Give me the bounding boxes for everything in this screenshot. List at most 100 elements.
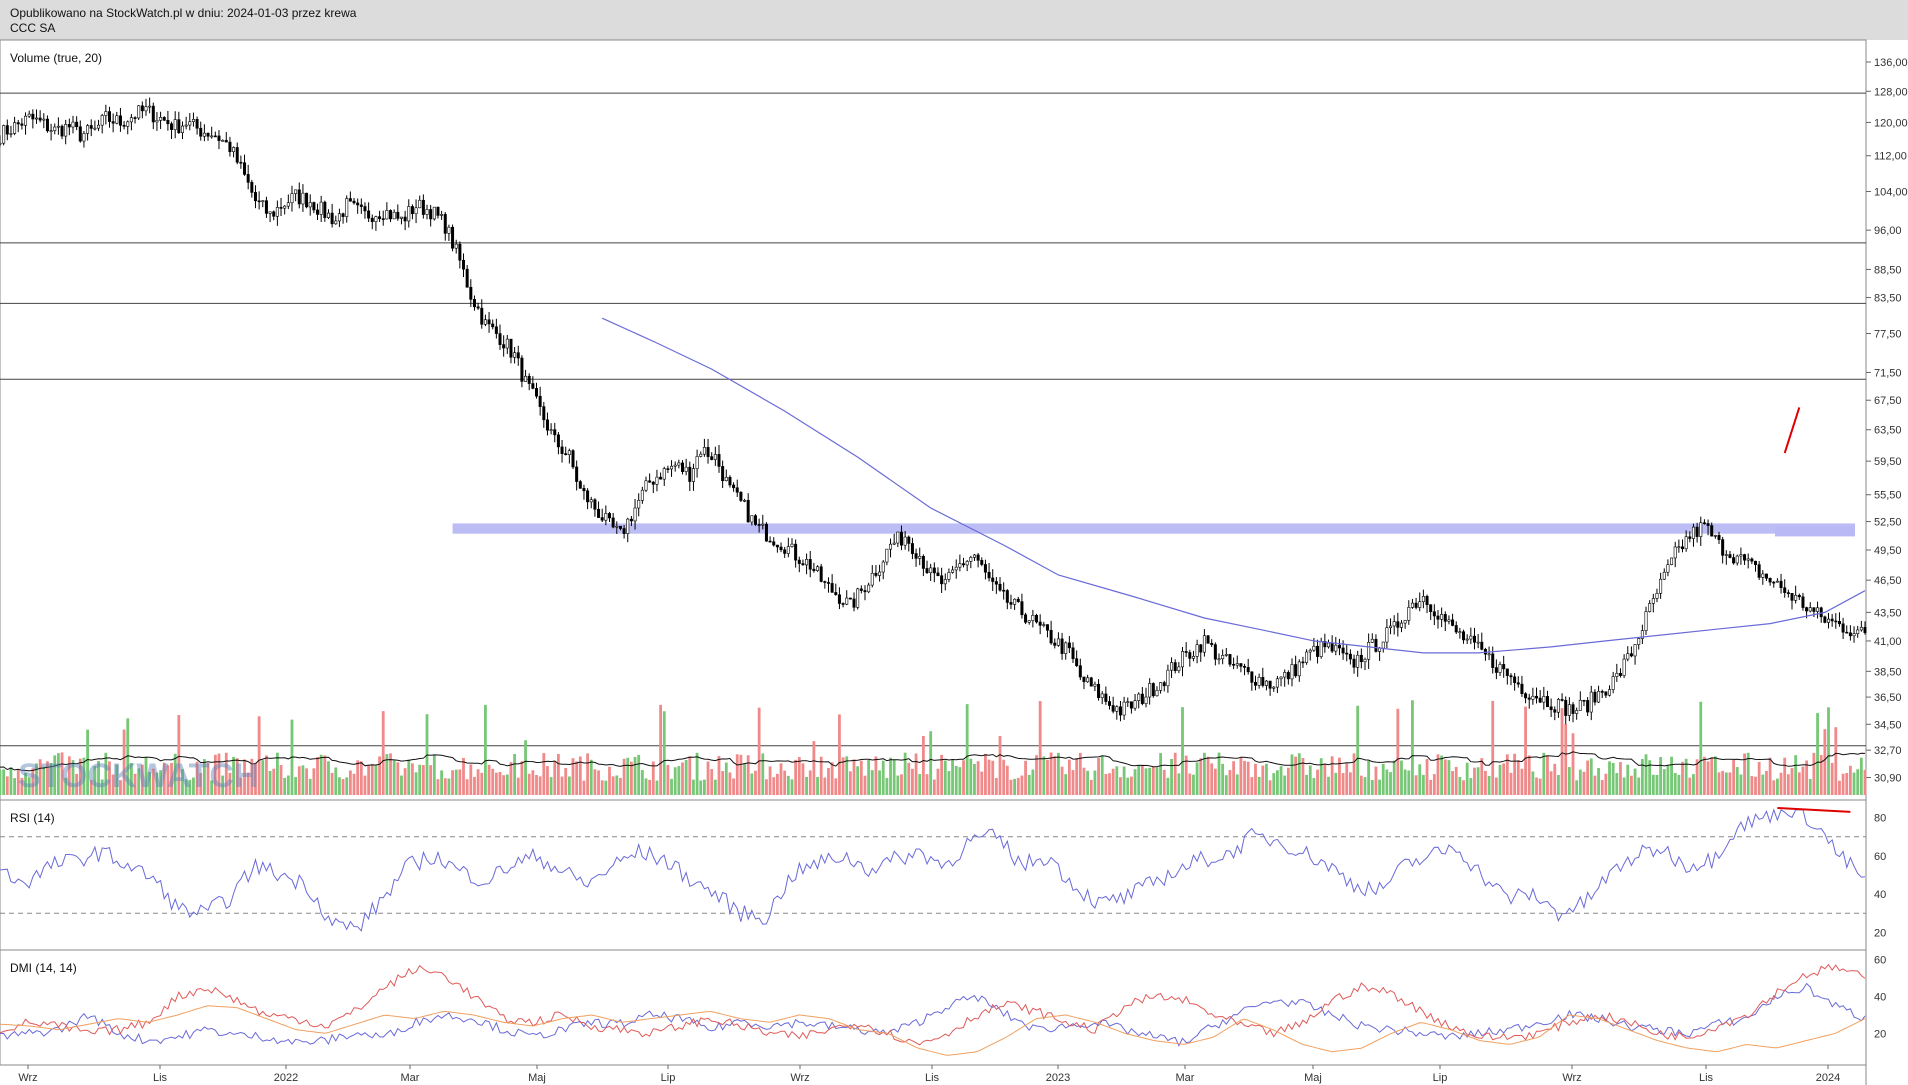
price-bar-body — [111, 121, 115, 124]
volume-bar — [1776, 778, 1779, 795]
volume-bar — [838, 714, 841, 795]
price-bar-body — [856, 588, 860, 608]
volume-bar — [137, 768, 141, 795]
volume-bar — [987, 759, 991, 795]
volume-bar — [914, 753, 918, 795]
volume-bar — [1359, 775, 1363, 795]
price-bar-body — [1100, 693, 1104, 698]
volume-bar — [378, 756, 381, 795]
price-bar-body — [542, 406, 546, 421]
volume-bar — [498, 771, 502, 795]
price-bar-body — [82, 133, 86, 142]
volume-bar — [648, 779, 652, 795]
price-bar-body — [929, 567, 933, 574]
volume-bar — [527, 773, 531, 795]
volume-bar — [1305, 774, 1308, 795]
volume-bar — [984, 753, 987, 795]
price-bar-body — [965, 561, 969, 566]
price-bar-body — [1425, 596, 1429, 605]
price-bar-body — [1345, 652, 1349, 655]
volume-bar — [925, 774, 929, 795]
volume-bar — [1630, 775, 1633, 795]
volume-bar — [677, 766, 681, 795]
volume-bar — [1151, 766, 1155, 795]
volume-bar — [567, 776, 571, 795]
price-bar-body — [1009, 602, 1013, 605]
price-bar-body — [1170, 662, 1174, 671]
price-bar-body — [1575, 710, 1579, 714]
price-bar-body — [655, 476, 659, 485]
volume-bar — [936, 768, 940, 795]
volume-bar — [582, 780, 586, 795]
volume-bar — [1108, 773, 1111, 795]
price-bar-body — [1024, 614, 1028, 623]
price-bar-body — [462, 259, 466, 270]
price-bar-body — [1221, 655, 1225, 660]
volume-bar — [954, 765, 958, 795]
price-bar-body — [1005, 590, 1009, 603]
price-bar-body — [367, 210, 371, 219]
volume-bar — [111, 774, 115, 795]
volume-bar — [480, 772, 484, 795]
price-trendline-annotation — [1783, 407, 1801, 454]
volume-bar — [1166, 777, 1170, 795]
volume-bar — [542, 753, 546, 795]
volume-bar — [1451, 771, 1454, 795]
volume-bar — [221, 775, 225, 795]
volume-bar — [184, 779, 188, 795]
price-tick-label: 38,50 — [1874, 666, 1902, 678]
volume-bar — [1440, 755, 1444, 795]
price-bar-body — [1224, 654, 1228, 656]
volume-bar — [717, 755, 721, 795]
price-bar-body — [1600, 691, 1604, 693]
volume-bar — [907, 762, 911, 795]
price-bar-body — [64, 124, 68, 137]
price-bar-body — [210, 135, 214, 138]
price-bar-body — [1837, 621, 1841, 625]
volume-bar — [1713, 756, 1717, 795]
price-bar-body — [454, 243, 458, 249]
price-bar-body — [1173, 662, 1177, 671]
price-bar-body — [213, 135, 217, 138]
volume-bar — [1542, 752, 1546, 795]
price-bar-body — [1706, 523, 1710, 526]
price-bar-body — [389, 210, 393, 220]
price-bar-body — [1374, 638, 1378, 652]
volume-bar — [1754, 776, 1757, 795]
volume-bar — [746, 755, 750, 795]
volume-bar — [38, 759, 42, 795]
volume-bar — [1268, 780, 1272, 795]
volume-bar — [783, 770, 787, 795]
rsi-divergence-annotation — [1777, 807, 1851, 813]
volume-bar — [126, 718, 130, 795]
volume-bar — [60, 752, 64, 795]
volume-bar — [1611, 763, 1615, 795]
volume-bar — [549, 777, 553, 795]
price-bar-body — [363, 206, 367, 212]
volume-bar — [1035, 755, 1038, 795]
price-bar-body — [1819, 607, 1823, 618]
price-bar-body — [1531, 695, 1535, 700]
volume-bar — [385, 754, 389, 795]
volume-bar — [155, 772, 159, 795]
price-bar-body — [407, 206, 411, 222]
volume-bar — [1327, 776, 1330, 795]
price-bar-body — [191, 119, 195, 122]
price-bar-body — [31, 113, 35, 120]
price-bar-body — [753, 515, 757, 525]
volume-bar — [797, 756, 801, 795]
volume-bar — [976, 761, 980, 795]
volume-bar — [356, 760, 360, 795]
price-bar-body — [969, 557, 973, 562]
volume-bar — [921, 735, 925, 795]
volume-bar — [275, 752, 279, 795]
price-bar-body — [1283, 672, 1287, 678]
volume-bar — [819, 756, 823, 795]
price-bar-body — [1151, 683, 1155, 697]
volume-bar — [1721, 770, 1725, 795]
price-bar-body — [24, 115, 28, 126]
price-bar-body — [305, 192, 309, 208]
volume-bar — [1604, 773, 1608, 795]
volume-bar — [911, 768, 914, 795]
